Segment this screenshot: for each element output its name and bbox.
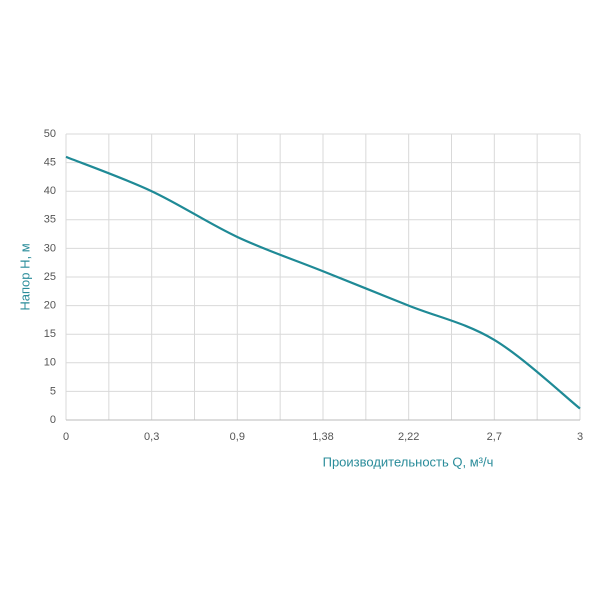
y-tick-label: 15 [44, 328, 56, 340]
x-tick-label: 2,22 [398, 431, 419, 443]
y-tick-label: 10 [44, 357, 56, 369]
x-axis-title: Производительность Q, м³/ч [323, 454, 494, 469]
x-tick-label: 3 [577, 431, 583, 443]
x-tick-label: 0,3 [144, 431, 159, 443]
x-tick-label: 0 [63, 431, 69, 443]
y-tick-label: 40 [44, 185, 56, 197]
y-axis-title: Напор H, м [17, 243, 32, 310]
y-tick-label: 5 [50, 385, 56, 397]
curve [65, 155, 581, 410]
y-tick-label: 25 [44, 271, 56, 283]
y-tick-label: 35 [44, 214, 56, 226]
x-tick-label: 0,9 [230, 431, 245, 443]
y-tick-label: 45 [44, 157, 56, 169]
x-tick-label: 1,38 [312, 431, 333, 443]
y-tick-label: 0 [50, 414, 56, 426]
y-tick-label: 50 [44, 128, 56, 140]
y-tick-label: 20 [44, 300, 56, 312]
x-tick-label: 2,7 [487, 431, 502, 443]
y-tick-label: 30 [44, 242, 56, 254]
